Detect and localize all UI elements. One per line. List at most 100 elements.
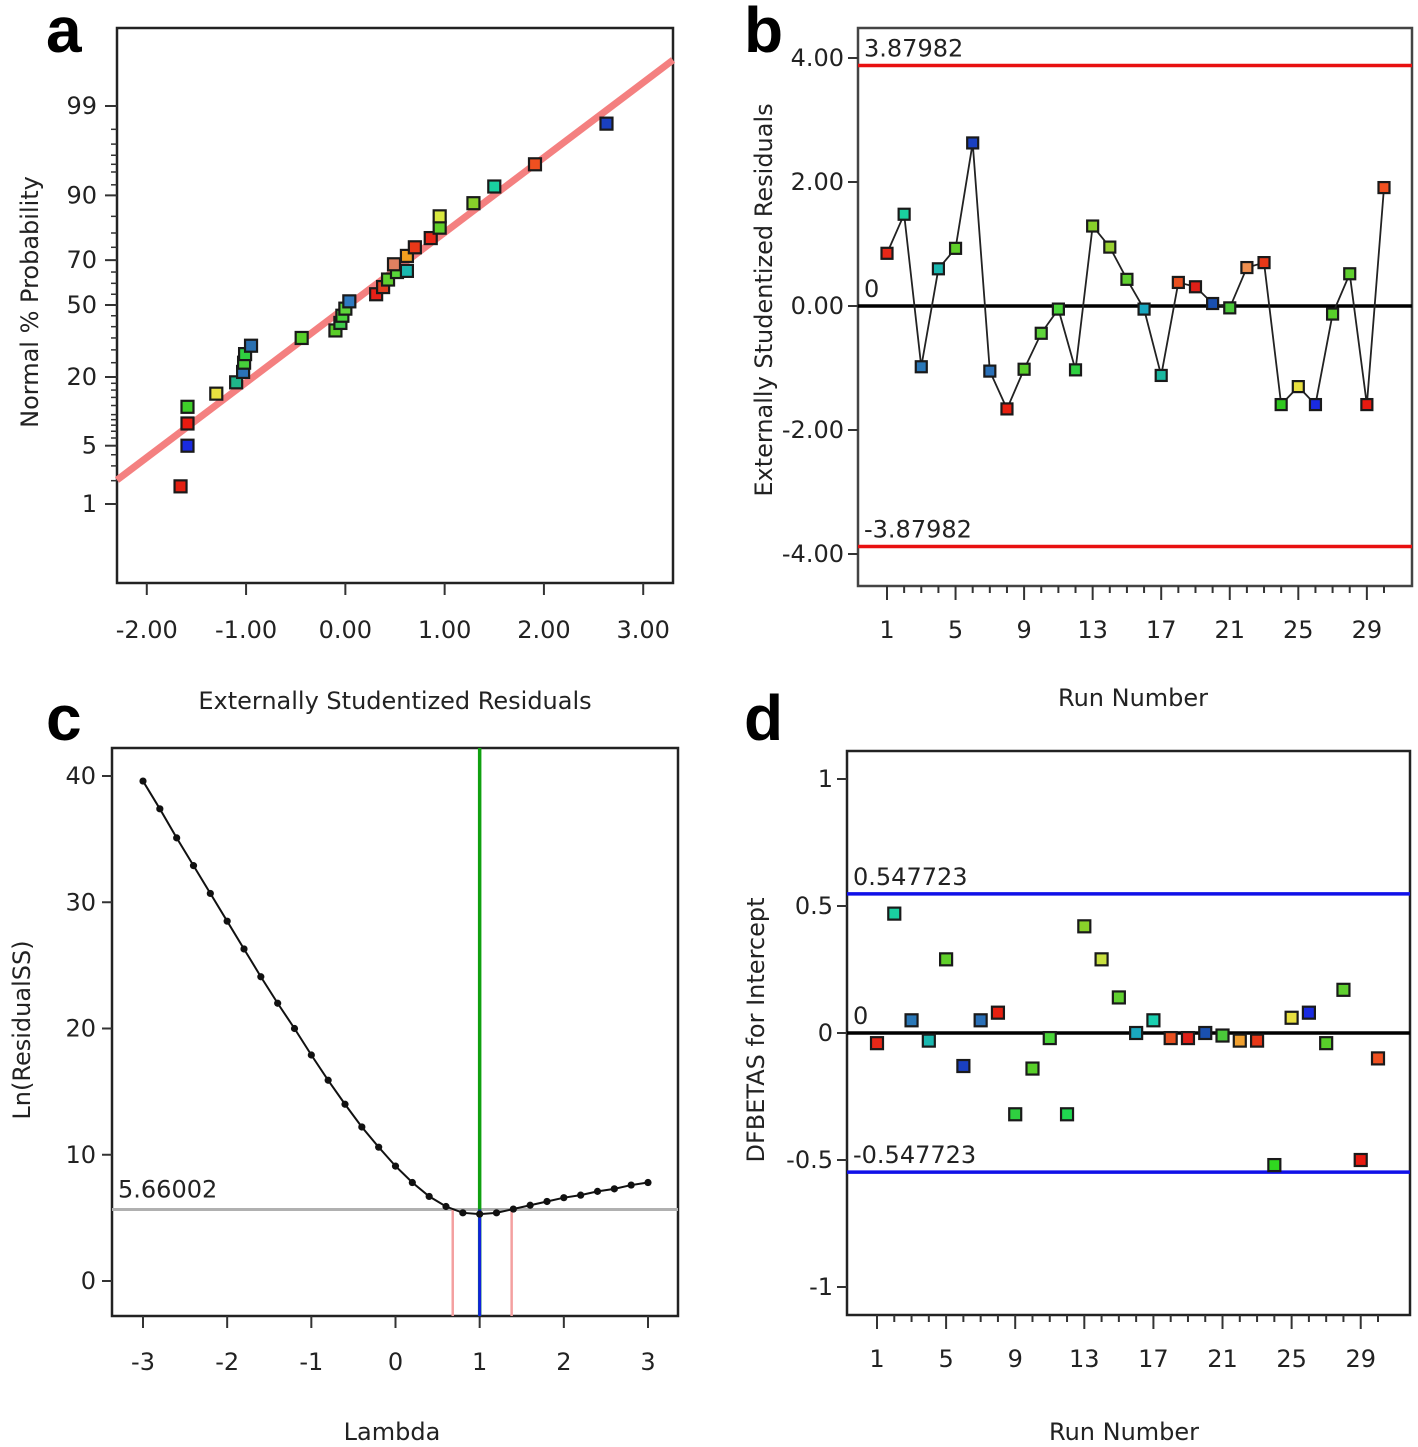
x-axis-title: Lambda	[344, 1418, 441, 1446]
data-point	[610, 1185, 618, 1193]
data-point	[897, 207, 911, 221]
panel-a-normal-plot: 1 5 20 50 70 90 99 -2.00 -1.00 0.00 1.00 2.00 3.00 Ex…	[16, 26, 676, 715]
y-tick-label: 0	[818, 1019, 833, 1047]
data-point	[408, 1178, 416, 1187]
y-tick-label: -0.5	[786, 1146, 833, 1174]
y-tick-label: 20	[66, 363, 97, 391]
y-tick-label: 20	[65, 1015, 96, 1043]
data-point	[1077, 919, 1092, 934]
data-point	[487, 179, 502, 194]
data-point	[904, 1013, 919, 1028]
y-tick-label: 2.00	[791, 168, 844, 196]
data-point	[180, 416, 195, 431]
x-tick-label: 0.00	[319, 616, 372, 644]
data-point	[627, 1181, 635, 1189]
plot-frame	[115, 26, 675, 585]
data-point	[1034, 326, 1048, 340]
data-point	[180, 438, 195, 453]
data-point	[1163, 1030, 1178, 1046]
data-point	[956, 1058, 971, 1074]
x-tick-label: 17	[1138, 1345, 1169, 1373]
data-point	[1232, 1033, 1247, 1048]
data-point	[644, 1178, 652, 1187]
data-point	[593, 1187, 602, 1195]
data-point	[1240, 260, 1254, 275]
panel-d-dfbetas: -1 -0.5 0 0.5 1 1 5 9 13 17 21 25 29 0.547723 -0.54772…	[742, 749, 1412, 1446]
data-point	[966, 136, 980, 150]
reference-line-label: -0.547723	[853, 1141, 976, 1169]
panel-letter-a: a	[46, 0, 82, 66]
data-point	[948, 241, 963, 255]
data-point	[423, 230, 438, 246]
data-point	[1120, 272, 1134, 286]
data-point	[1274, 397, 1288, 412]
data-point	[1129, 1025, 1144, 1041]
data-point	[1059, 1107, 1075, 1122]
x-axis-title: Run Number	[1058, 684, 1208, 712]
reference-line-label: 3.87982	[864, 34, 963, 62]
data-point	[173, 479, 188, 494]
reference-line-label: 0	[853, 1002, 868, 1030]
data-point	[1370, 1051, 1386, 1066]
x-axis-title: Run Number	[1049, 1418, 1199, 1446]
data-point	[307, 1051, 315, 1059]
y-tick-label: 90	[66, 181, 97, 209]
y-tick-label: 0	[81, 1267, 96, 1295]
x-axis-title: Externally Studentized Residuals	[198, 687, 591, 715]
reference-line-label: 0	[864, 275, 879, 303]
data-point	[432, 209, 447, 224]
data-point	[1249, 1033, 1265, 1048]
data-point	[914, 360, 928, 374]
data-point	[543, 1197, 551, 1206]
data-point	[1000, 402, 1014, 416]
data-point	[1017, 362, 1031, 376]
x-tick-label: 13	[1077, 616, 1108, 644]
panel-letter-b: b	[744, 0, 783, 66]
x-tick-label: 1.00	[418, 616, 471, 644]
data-point	[1377, 180, 1391, 195]
panel-c-box-cox: 0 10 20 30 40 -3 -2 -1 0 1 2 3 5.66002 Lambda Ln(Resid…	[8, 746, 680, 1446]
data-point	[1103, 240, 1117, 254]
y-tick-label: 0.5	[795, 892, 833, 920]
data-point	[1171, 275, 1185, 290]
y-tick-label: 40	[65, 762, 96, 790]
x-tick-label: 25	[1276, 1345, 1307, 1373]
data-point	[1111, 990, 1126, 1005]
y-tick-label: 0.00	[791, 292, 844, 320]
data-point	[206, 889, 214, 898]
data-point	[931, 262, 946, 276]
data-point	[223, 917, 231, 925]
data-point	[341, 1100, 349, 1108]
x-tick-label: 25	[1283, 616, 1314, 644]
data-point	[1336, 982, 1351, 997]
data-point	[342, 294, 357, 309]
data-point	[1319, 1036, 1334, 1051]
data-point	[1198, 1025, 1213, 1041]
data-point	[1284, 1010, 1299, 1025]
x-tick-label: 29	[1345, 1345, 1376, 1373]
reference-line-label: 0.547723	[853, 863, 968, 891]
data-point	[1325, 307, 1340, 321]
data-point	[880, 246, 894, 260]
x-tick-label: 21	[1214, 616, 1245, 644]
data-point	[509, 1205, 517, 1213]
data-point	[391, 1162, 400, 1170]
data-point	[1008, 1107, 1023, 1122]
data-point	[358, 1123, 366, 1131]
data-point	[492, 1209, 501, 1217]
data-point	[1206, 296, 1220, 311]
y-tick-label: 4.00	[791, 44, 844, 72]
data-point	[1094, 952, 1109, 967]
data-point	[1343, 267, 1357, 281]
x-tick-label: -3	[131, 1348, 155, 1376]
y-tick-label: -2.00	[782, 416, 844, 444]
data-point	[1086, 219, 1100, 233]
y-tick-label: -4.00	[782, 540, 844, 568]
data-point	[990, 1005, 1006, 1020]
panel-letter-c: c	[46, 682, 82, 754]
data-point	[973, 1013, 988, 1028]
x-tick-label: 1	[472, 1348, 487, 1376]
data-point	[599, 116, 614, 131]
y-axis-title: Normal % Probability	[16, 176, 44, 428]
